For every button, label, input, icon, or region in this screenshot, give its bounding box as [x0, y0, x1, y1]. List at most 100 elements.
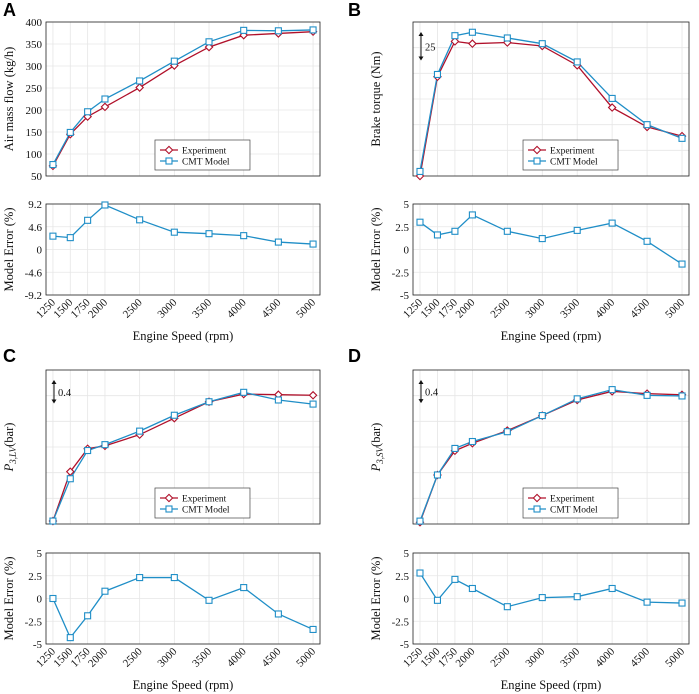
error-point [678, 260, 686, 268]
error-line [419, 572, 683, 608]
error-y-tick-label: 2.5 [395, 571, 409, 583]
model-point [101, 95, 109, 103]
plot-frame [45, 21, 321, 177]
model-point [309, 26, 317, 34]
error-plot-frame [412, 203, 690, 296]
scale-arrow-up [51, 380, 57, 384]
legend-marker [533, 505, 541, 513]
error-y-axis-label: Model Error (%) [369, 557, 383, 641]
error-line [52, 204, 314, 245]
model-point [170, 57, 178, 65]
scale-label: 0.4 [58, 388, 72, 399]
series-line-square [419, 31, 683, 172]
model-point [678, 134, 686, 142]
model-point [66, 475, 74, 483]
legend-box [522, 139, 619, 171]
model-point [416, 167, 424, 175]
model-point [101, 441, 109, 449]
error-line [52, 576, 314, 639]
model-point [416, 517, 424, 525]
model-point [538, 40, 546, 48]
x-tick-label: 5000 [663, 645, 687, 669]
error-point [136, 216, 144, 224]
y-axis-label: P3,LV(bar) [2, 423, 18, 473]
error-point [309, 240, 317, 248]
error-y-tick-label: -5 [400, 290, 410, 302]
x-axis-label: Engine Speed (rpm) [501, 329, 602, 343]
y-axis-label-symbol: P [2, 463, 16, 472]
legend-marker [164, 493, 174, 503]
x-tick-label: 4500 [628, 645, 652, 669]
error-point [274, 610, 282, 618]
model-point [468, 28, 476, 36]
model-point [503, 34, 511, 42]
x-tick-label: 4000 [593, 296, 617, 320]
error-line [419, 214, 683, 265]
model-point [468, 437, 476, 446]
x-tick-label: 2500 [488, 296, 512, 320]
panel-a: A 50 100 150 200 250 300 350 400 Air mass flow (k… [2, 0, 321, 343]
error-point [643, 237, 651, 245]
error-point [573, 593, 581, 601]
experiment-point [308, 390, 318, 400]
experiment-point [135, 83, 145, 92]
error-plot-frame [412, 552, 690, 645]
error-y-tick-label: 2.5 [28, 571, 42, 583]
model-point [274, 27, 282, 35]
panel-letter: B [348, 0, 361, 20]
y-axis-label: Air mass flow (kg/h) [2, 47, 16, 152]
y-axis-label-subscript: 3,SV [375, 445, 385, 464]
x-tick-label: 2000 [86, 296, 110, 320]
x-tick-label: 2500 [488, 645, 512, 669]
series-line-square [419, 388, 683, 522]
error-point [538, 594, 546, 602]
error-point [205, 230, 213, 238]
legend-marker [165, 505, 173, 513]
error-point [101, 587, 109, 595]
panel-letter: A [3, 0, 16, 20]
y-axis-label: P3,SV(bar) [369, 423, 385, 473]
y-axis-label-symbol: P [369, 463, 383, 472]
x-tick-label: 3000 [155, 296, 179, 320]
model-point [49, 517, 57, 525]
y-tick-label: 300 [26, 61, 43, 73]
x-tick-label: 3500 [190, 296, 214, 320]
x-tick-label: 3500 [558, 645, 582, 669]
x-axis-label: Engine Speed (rpm) [133, 329, 234, 343]
scale-arrow-down [418, 56, 424, 61]
y-axis-label-unit: (bar) [369, 423, 383, 447]
x-tick-label: 5000 [294, 296, 318, 320]
error-point [678, 599, 686, 607]
plot-frame [412, 21, 690, 177]
error-point [643, 598, 651, 606]
x-tick-label: 4000 [593, 645, 617, 669]
model-point [136, 77, 144, 85]
error-point [240, 232, 248, 240]
legend-label: Experiment [182, 147, 227, 157]
model-point [84, 108, 92, 116]
model-point [170, 411, 178, 419]
error-y-axis-label: Model Error (%) [369, 208, 383, 292]
model-point [503, 428, 511, 436]
legend-label: CMT Model [182, 506, 230, 516]
error-point [309, 625, 317, 633]
y-tick-label: 50 [31, 171, 43, 183]
y-tick-label: 250 [26, 83, 43, 95]
series-line-diamond [52, 393, 314, 522]
error-point [503, 603, 511, 611]
error-point [274, 238, 282, 246]
model-point [66, 128, 74, 136]
error-y-tick-label: 9.2 [28, 199, 42, 211]
x-tick-label: 2000 [453, 645, 477, 669]
error-y-tick-label: -5 [400, 639, 410, 651]
series-line-diamond [52, 31, 314, 167]
x-tick-label: 4000 [225, 645, 249, 669]
error-point [433, 596, 442, 604]
model-point [678, 392, 686, 400]
error-point [433, 231, 442, 239]
series-line-square [52, 29, 314, 165]
x-tick-label: 2000 [453, 296, 477, 320]
legend-marker [532, 145, 542, 155]
